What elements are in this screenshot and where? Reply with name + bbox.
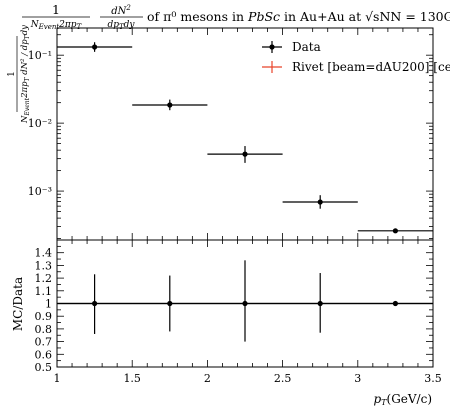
data-point	[282, 273, 358, 333]
x-tick-label: 1.5	[123, 372, 141, 385]
title-particle: π⁰	[163, 9, 176, 24]
data-point	[282, 195, 358, 209]
ratio-y-tick-label: 0.7	[35, 336, 53, 349]
title-derivative-denominator: dpTdy	[107, 20, 135, 31]
title-mid: mesons in	[180, 9, 244, 24]
ratio-data-series	[57, 260, 433, 342]
data-marker	[317, 300, 323, 307]
ratio-y-tick-label: 0.6	[35, 348, 53, 361]
data-point	[57, 274, 133, 334]
data-marker	[242, 151, 248, 157]
chart-title: 1 NEvent2πpT dN2 dpTdy of π⁰ mesons in P…	[22, 2, 450, 31]
data-marker	[92, 44, 98, 50]
x-tick-label: 3	[354, 372, 361, 385]
y-tick-label: 10⁻³	[28, 185, 52, 198]
title-ion: PbSc	[247, 9, 280, 24]
main-y-ticks: 10⁻¹ 10⁻² 10⁻³	[28, 34, 433, 239]
legend-entry-data: Data	[262, 40, 321, 54]
data-point	[132, 99, 208, 111]
data-point	[357, 300, 433, 307]
ratio-y-tick-label: 1	[45, 298, 52, 311]
x-tick-label: 3.5	[424, 372, 442, 385]
y-tick-label: 10⁻¹	[28, 49, 52, 62]
x-tick-label: 2	[204, 372, 211, 385]
title-system: in Au+Au at	[284, 9, 361, 24]
ylabel-fraction-numerator: 1	[7, 71, 17, 77]
ratio-y-tick-label: 1.2	[35, 272, 53, 285]
data-marker	[92, 300, 98, 307]
title-fraction-denominator: NEvent2πpT	[30, 20, 83, 31]
data-point	[207, 260, 283, 342]
legend: Data Rivet [beam=dAU200] [cen	[262, 40, 450, 74]
data-marker	[392, 300, 398, 307]
data-point	[57, 42, 133, 52]
x-tick-label: 2.5	[274, 372, 292, 385]
title-energy: √sNN = 130GeV	[365, 9, 450, 24]
data-marker	[392, 228, 398, 234]
ratio-y-ticks: 0.50.60.70.80.911.11.21.31.4	[35, 245, 433, 374]
y-tick-label: 10⁻²	[28, 117, 52, 130]
ylabel-fraction-denominator: NEvent2πpT dN² / dpTdy	[20, 25, 31, 124]
ratio-y-tick-label: 1.1	[35, 285, 53, 298]
title-text: of π⁰ mesons in PbSc in Au+Au at √sNN = …	[147, 9, 450, 24]
x-tick-label: 1	[54, 372, 61, 385]
ratio-y-tick-label: 0.5	[35, 361, 53, 374]
main-y-axis-label: 1 NEvent2πpT dN² / dpTdy	[7, 25, 31, 124]
ratio-y-tick-label: 0.8	[35, 323, 53, 336]
ratio-y-tick-label: 1.3	[35, 259, 53, 272]
legend-data-marker	[269, 44, 275, 50]
x-axis-label: pT(GeV/c)	[373, 392, 432, 406]
title-derivative-numerator: dN2	[111, 4, 131, 17]
data-marker	[167, 102, 173, 108]
ratio-y-tick-label: 0.9	[35, 310, 53, 323]
legend-entry-rivet: Rivet [beam=dAU200] [cen	[262, 60, 450, 74]
data-point	[357, 228, 433, 234]
legend-label-data: Data	[292, 40, 321, 54]
legend-label-rivet: Rivet [beam=dAU200] [cen	[292, 60, 450, 74]
main-data-series	[57, 42, 433, 234]
ratio-x-ticks: 1 1.5 2 2.5 3 3.5	[54, 240, 442, 385]
data-point	[132, 275, 208, 332]
data-marker	[167, 300, 173, 307]
title-prefix: of	[147, 9, 161, 24]
data-point	[207, 146, 283, 163]
ratio-y-axis-label: MC/Data	[11, 277, 25, 331]
ratio-y-tick-label: 1.4	[35, 247, 53, 260]
main-x-ticks	[56, 28, 434, 240]
data-marker	[317, 199, 323, 205]
title-fraction-numerator: 1	[52, 2, 60, 17]
data-marker	[242, 300, 248, 307]
